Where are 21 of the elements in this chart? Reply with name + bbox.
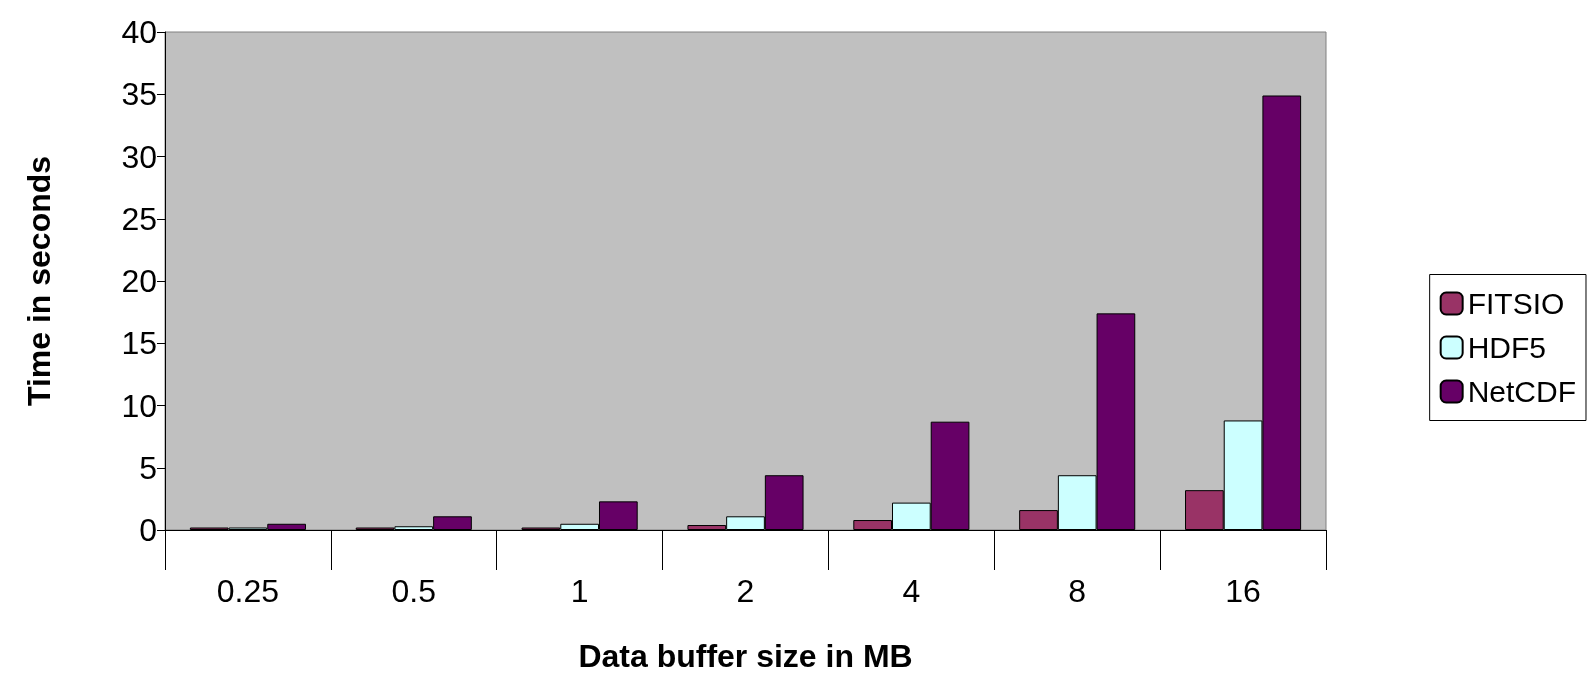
x-tick-label: 0.5 (391, 573, 437, 609)
x-tick-label: 4 (902, 573, 921, 609)
y-tick-label: 0 (139, 512, 157, 548)
x-axis-title: Data buffer size in MB (578, 638, 913, 674)
y-tick-label: 25 (121, 200, 157, 237)
x-tick-label: 0.25 (216, 573, 280, 609)
legend-label: HDF5 (1467, 331, 1546, 364)
x-tick-label: 1 (570, 573, 589, 609)
y-axis-title: Time in seconds (21, 155, 57, 407)
x-tick-label: 8 (1068, 573, 1087, 609)
y-tick-label: 15 (121, 325, 157, 362)
y-tick-label: 5 (139, 449, 157, 486)
legend-label: FITSIO (1467, 287, 1565, 320)
y-tick-label: 20 (121, 263, 157, 299)
x-tick-label: 16 (1225, 573, 1261, 609)
y-tick-label: 40 (121, 14, 157, 50)
y-tick-label: 10 (121, 387, 157, 424)
y-tick-label: 30 (121, 138, 157, 175)
x-tick-label: 2 (736, 573, 755, 609)
y-tick-label: 35 (121, 76, 157, 113)
legend-label: NetCDF (1467, 375, 1576, 408)
